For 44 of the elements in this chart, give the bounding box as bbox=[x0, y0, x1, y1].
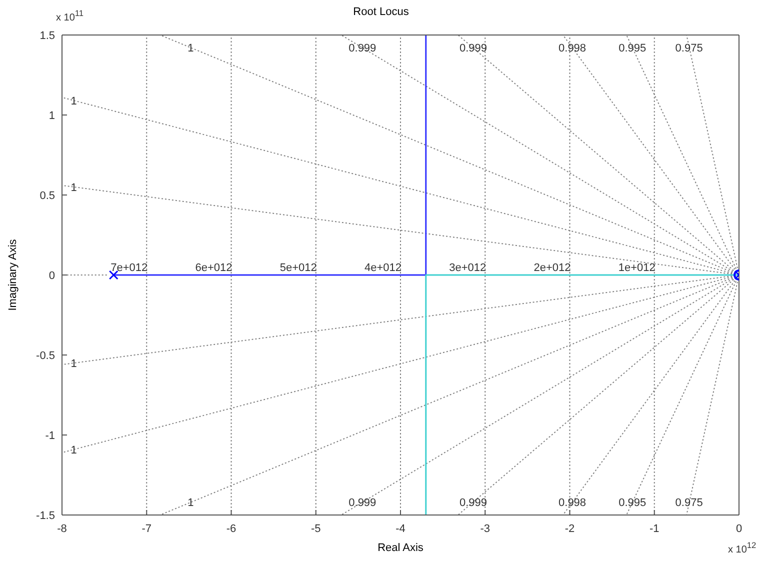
annotation: 1 bbox=[188, 497, 194, 510]
x-tick-label: -5 bbox=[310, 522, 321, 535]
x-axis-title: Real Axis bbox=[378, 542, 424, 554]
ref-line-label: 1e+012 bbox=[618, 262, 656, 274]
annotation: 0.975 bbox=[675, 497, 703, 510]
y-tick-label: 1.5 bbox=[40, 30, 55, 42]
ref-line-label: 4e+012 bbox=[364, 262, 402, 274]
annotation: 1 bbox=[70, 444, 77, 456]
annotation: 0.999 bbox=[348, 42, 376, 55]
annotation: 0.999 bbox=[460, 42, 488, 55]
x-tick-label: -2 bbox=[564, 522, 575, 535]
x-tick-label: 0 bbox=[736, 522, 742, 535]
annotation: 0.999 bbox=[460, 497, 488, 510]
x-tick-label: -1 bbox=[649, 522, 660, 535]
x-tick-label: -6 bbox=[226, 522, 236, 535]
x-tick-label: -7 bbox=[142, 522, 152, 535]
y-tick-label: 0 bbox=[48, 270, 55, 282]
annotation: 1 bbox=[70, 182, 77, 194]
ref-line-label: 7e+012 bbox=[110, 262, 148, 274]
y-tick-label: -1.5 bbox=[36, 510, 55, 522]
ref-line-label: 2e+012 bbox=[534, 262, 571, 274]
ref-line-label: 5e+012 bbox=[280, 262, 317, 274]
annotation: 0.999 bbox=[348, 497, 376, 510]
ref-line-label: 6e+012 bbox=[195, 262, 232, 274]
y-axis-title: Imaginary Axis bbox=[6, 238, 19, 311]
chart-title: Root Locus bbox=[353, 6, 409, 18]
annotation: 0.998 bbox=[558, 42, 586, 55]
annotation: 0.998 bbox=[558, 497, 586, 510]
annotation: 0.995 bbox=[618, 497, 646, 510]
ref-line-label: 3e+012 bbox=[449, 262, 486, 274]
text: x 10$^{11}$ bbox=[56, 8, 84, 24]
y-tick-label: 0.5 bbox=[40, 190, 55, 202]
annotation: 1 bbox=[188, 42, 194, 55]
y-tick-label: 1 bbox=[48, 110, 55, 122]
x-tick-label: -3 bbox=[480, 522, 490, 535]
annotation: 0.995 bbox=[618, 42, 646, 55]
text: x 10$^{12}$ bbox=[728, 540, 756, 556]
annotation: 0.975 bbox=[675, 42, 703, 55]
y-tick-label: -1 bbox=[45, 430, 55, 442]
x-tick-label: -4 bbox=[396, 522, 406, 535]
x-tick-label: -8 bbox=[57, 522, 67, 535]
y-tick-label: -0.5 bbox=[36, 350, 55, 362]
annotation: 1 bbox=[70, 96, 77, 108]
annotation: 1 bbox=[70, 358, 77, 370]
